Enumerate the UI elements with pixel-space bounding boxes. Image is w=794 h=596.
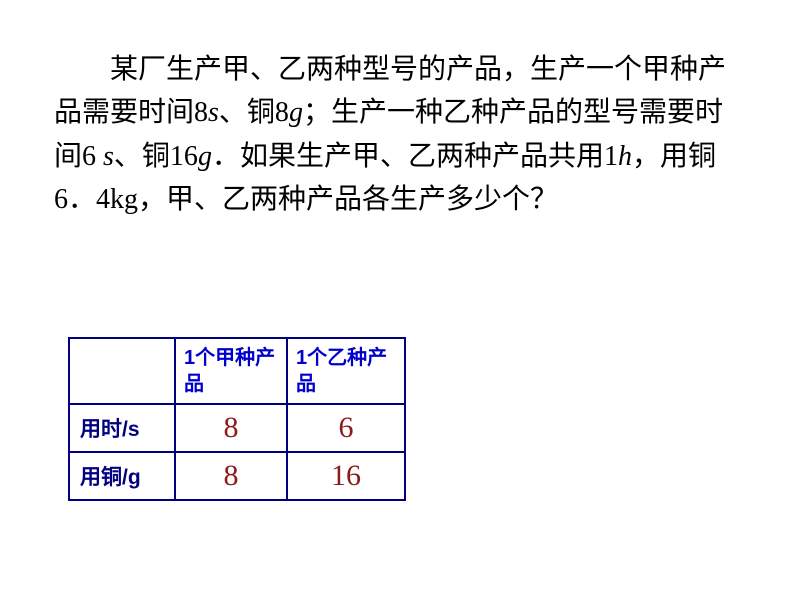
cell-time-b: 6 bbox=[287, 404, 405, 452]
unit-h-1: h bbox=[618, 141, 632, 172]
table-row: 用铜/g 8 16 bbox=[69, 452, 405, 500]
header-empty bbox=[69, 338, 175, 404]
data-table-container: 1个甲种产品 1个乙种产品 用时/s 8 6 用铜/g 8 16 bbox=[68, 337, 406, 501]
text-seg-4: 、铜16 bbox=[114, 141, 198, 172]
data-table: 1个甲种产品 1个乙种产品 用时/s 8 6 用铜/g 8 16 bbox=[68, 337, 406, 501]
unit-s-1: s bbox=[208, 97, 219, 128]
header-col2: 1个乙种产品 bbox=[287, 338, 405, 404]
row-label-time: 用时/s bbox=[69, 404, 175, 452]
table-row: 用时/s 8 6 bbox=[69, 404, 405, 452]
unit-g-2: g bbox=[198, 141, 212, 172]
cell-copper-a: 8 bbox=[175, 452, 287, 500]
text-seg-2: 、铜8 bbox=[219, 97, 289, 128]
row-label-copper: 用铜/g bbox=[69, 452, 175, 500]
text-seg-5: ．如果生产甲、乙两种产品共用1 bbox=[212, 141, 618, 172]
unit-g-1: g bbox=[289, 97, 303, 128]
problem-statement: 某厂生产甲、乙两种型号的产品，生产一个甲种产品需要时间8s、铜8g；生产一种乙种… bbox=[54, 48, 750, 222]
table-header-row: 1个甲种产品 1个乙种产品 bbox=[69, 338, 405, 404]
cell-copper-b: 16 bbox=[287, 452, 405, 500]
cell-time-a: 8 bbox=[175, 404, 287, 452]
header-col1: 1个甲种产品 bbox=[175, 338, 287, 404]
unit-s-2: s bbox=[103, 141, 114, 172]
